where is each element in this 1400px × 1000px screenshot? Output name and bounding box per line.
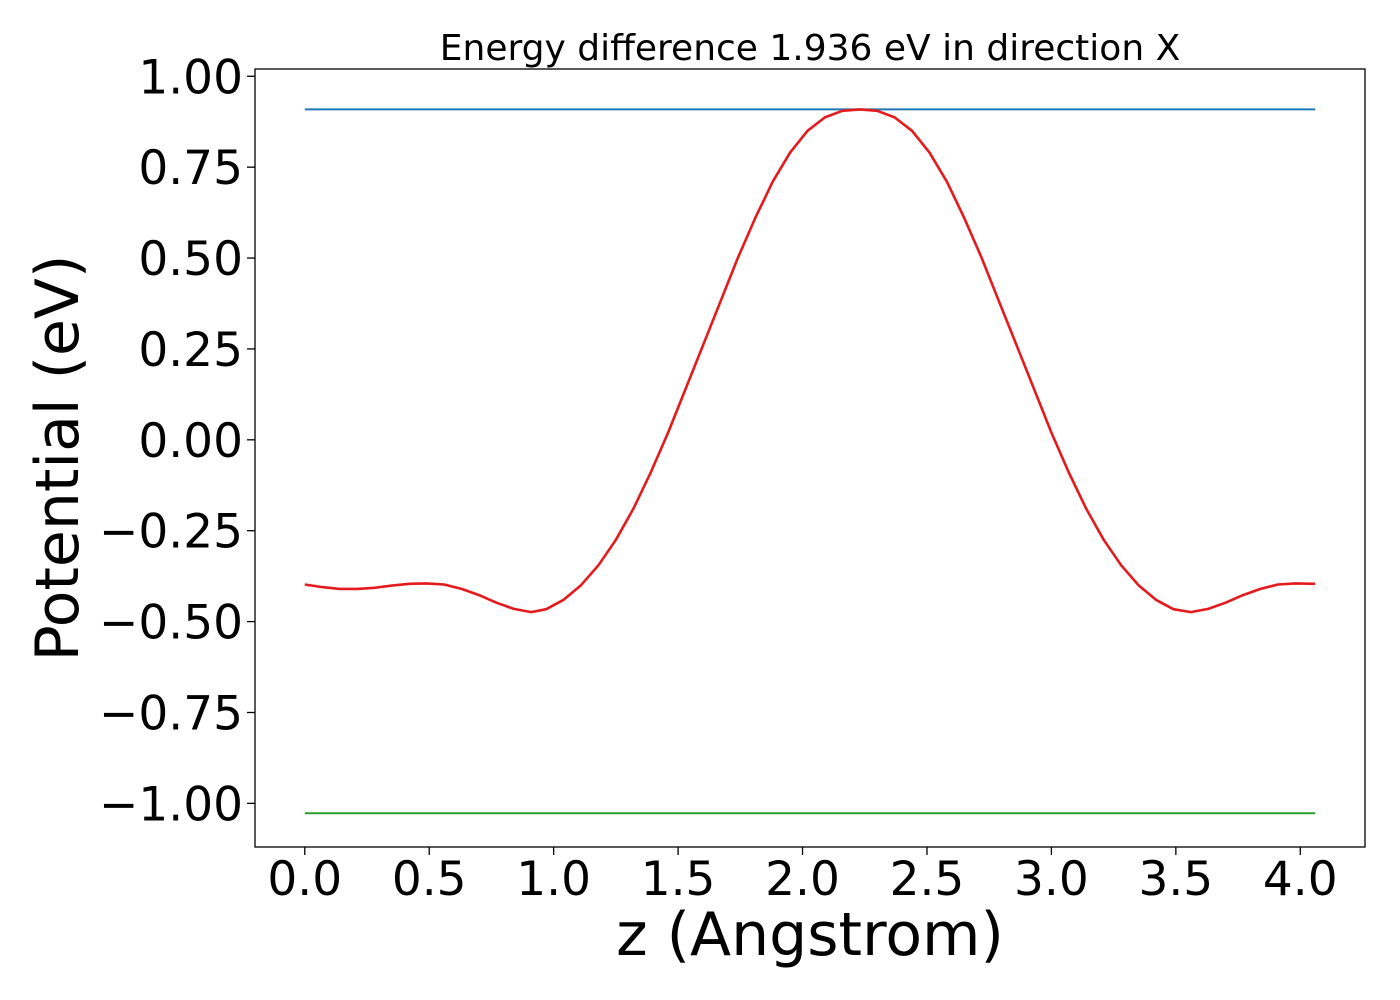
x-axis-label: z (Angstrom) bbox=[616, 900, 1004, 970]
plot-frame bbox=[254, 68, 1366, 848]
y-tick-label: −0.75 bbox=[99, 686, 243, 741]
x-tick-label: 3.5 bbox=[1138, 852, 1213, 907]
y-axis-label: Potential (eV) bbox=[23, 255, 93, 662]
x-tick-label: 2.5 bbox=[890, 852, 965, 907]
y-axis: 1.00 0.75 0.50 0.25 0.00 −0.25 −0.50 −0.75 −1.00 bbox=[99, 50, 255, 832]
series-line-3 bbox=[304, 108, 1316, 614]
x-tick-label: 1.5 bbox=[641, 852, 716, 907]
x-tick-label: 1.0 bbox=[516, 852, 591, 907]
y-tick-label: 0.25 bbox=[138, 323, 243, 378]
y-tick-label: 1.00 bbox=[138, 50, 243, 105]
x-tick-label: 4.0 bbox=[1263, 852, 1338, 907]
y-tick-label: −0.25 bbox=[99, 505, 243, 560]
y-tick-label: −1.00 bbox=[99, 777, 243, 832]
plot-area bbox=[304, 108, 1316, 815]
chart-title: Energy difference 1.936 eV in direction … bbox=[440, 28, 1181, 69]
x-tick-label: 0.0 bbox=[267, 852, 342, 907]
y-tick-label: 0.50 bbox=[138, 232, 243, 287]
y-tick-label: −0.50 bbox=[99, 596, 243, 651]
y-tick-label: 0.00 bbox=[138, 414, 243, 469]
x-axis: 0.0 0.5 1.0 1.5 2.0 2.5 3.0 3.5 4.0 bbox=[267, 847, 1338, 907]
x-tick-label: 2.0 bbox=[765, 852, 840, 907]
x-tick-label: 3.0 bbox=[1014, 852, 1089, 907]
y-tick-label: 0.75 bbox=[138, 141, 243, 196]
x-tick-label: 0.5 bbox=[392, 852, 467, 907]
